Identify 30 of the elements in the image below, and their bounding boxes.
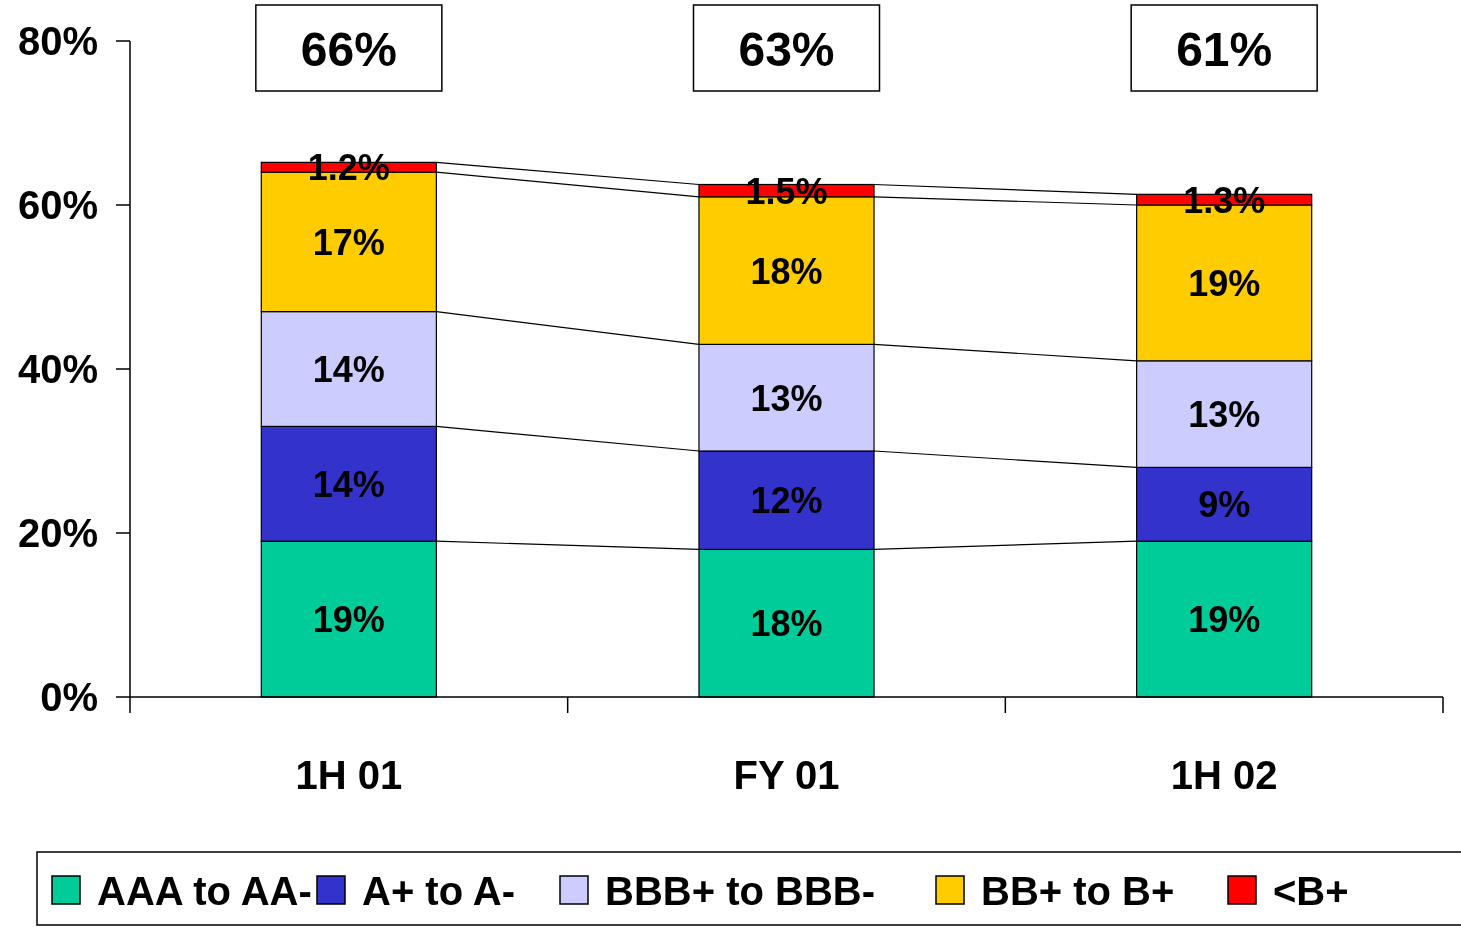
x-tick-label: 1H 01 (295, 753, 403, 797)
data-label: 19% (312, 599, 385, 641)
data-label: 14% (312, 463, 385, 505)
y-tick-label: 80% (17, 19, 98, 63)
legend-label: AAA to AA- (97, 869, 312, 913)
data-label: 18% (750, 603, 823, 645)
total-label: 66% (300, 23, 397, 76)
y-tick-label: 40% (17, 347, 98, 391)
data-label: 19% (1188, 599, 1261, 641)
y-tick-label: 60% (17, 183, 98, 227)
y-tick-label: 0% (40, 675, 98, 719)
total-label: 63% (738, 23, 835, 76)
legend-label: BBB+ to BBB- (605, 869, 875, 913)
data-label: 19% (1188, 262, 1261, 304)
data-label: 1.2% (307, 147, 390, 189)
legend-label: A+ to A- (362, 869, 515, 913)
data-label: 13% (1188, 394, 1261, 436)
legend-label: BB+ to B+ (981, 869, 1175, 913)
data-label: 17% (312, 221, 385, 263)
y-tick-label: 20% (17, 511, 98, 555)
x-tick-label: 1H 02 (1170, 753, 1278, 797)
data-label: 12% (750, 480, 823, 522)
data-label: 14% (312, 349, 385, 390)
data-label: 18% (750, 250, 823, 292)
data-label: 9% (1198, 484, 1251, 526)
data-label: 13% (750, 377, 823, 419)
data-label: 1.3% (1183, 179, 1266, 221)
total-label: 61% (1176, 23, 1273, 76)
x-tick-label: FY 01 (733, 753, 840, 797)
legend-label: <B+ (1273, 869, 1349, 913)
